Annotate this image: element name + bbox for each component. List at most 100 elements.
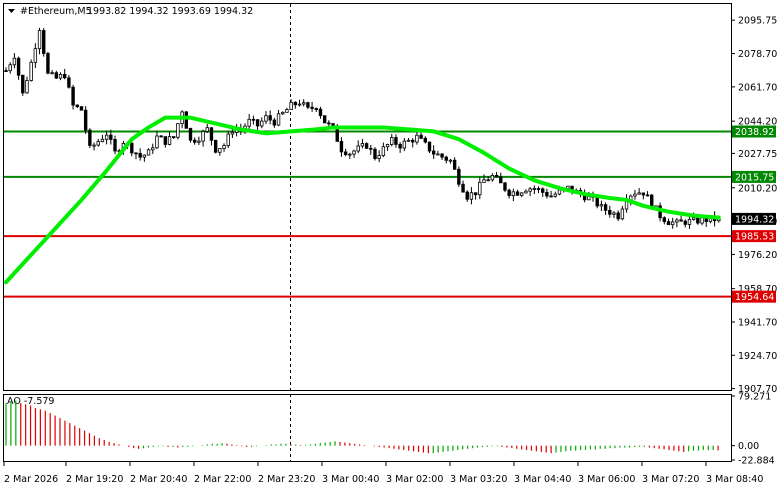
candle-body xyxy=(146,149,151,156)
candle-body xyxy=(608,210,612,215)
candle-body xyxy=(226,133,230,146)
ao-tick-label: 79.271 xyxy=(738,392,771,403)
candle-body xyxy=(448,159,453,162)
candle-body xyxy=(369,147,373,150)
candle-body xyxy=(536,188,541,190)
candle-body xyxy=(633,193,637,197)
resistance-level-tag xyxy=(732,125,776,138)
candle-body xyxy=(167,136,172,145)
candle-body xyxy=(209,127,214,141)
candle-body xyxy=(29,61,33,81)
resistance-level-tag xyxy=(732,170,776,183)
candle-body xyxy=(8,64,12,72)
candle-body xyxy=(499,176,503,184)
time-tick-label: 2 Mar 23:20 xyxy=(258,474,315,485)
candle-body xyxy=(306,102,310,108)
candle-body xyxy=(541,188,545,193)
candle-body xyxy=(151,147,155,151)
candle-body xyxy=(444,156,448,161)
support-level-tag-label: 1985.53 xyxy=(735,232,774,243)
price-tags: 2038.92 2015.75 1985.53 1954.64 1994.32 xyxy=(732,125,776,303)
candle-body xyxy=(373,148,377,159)
price-axis: 2095.75 2078.70 2061.70 2044.20 2027.75 2010.… xyxy=(731,16,777,395)
candle-body xyxy=(54,72,59,79)
ao-histogram xyxy=(5,400,719,454)
dropdown-triangle-icon[interactable] xyxy=(8,9,15,13)
candle-body xyxy=(138,152,142,158)
candle-body xyxy=(343,151,348,156)
candle-body xyxy=(440,153,444,158)
price-tick-label: 2027.75 xyxy=(738,149,777,160)
candle-body xyxy=(71,86,75,106)
candle-body xyxy=(691,217,696,220)
candle-body xyxy=(520,192,524,196)
candle-body xyxy=(411,139,415,143)
candle-body xyxy=(37,30,42,50)
candle-body xyxy=(302,102,306,105)
candle-body xyxy=(490,175,495,181)
time-tick-label: 3 Mar 02:00 xyxy=(386,474,443,485)
ohlc-readout: 1993.82 1994.32 1993.69 1994.32 xyxy=(87,6,253,17)
candle-body xyxy=(33,48,38,63)
time-axis: 2 Mar 2026 2 Mar 19:20 2 Mar 20:40 2 Mar 22… xyxy=(3,462,763,485)
candle-body xyxy=(260,120,264,127)
time-tick-label: 3 Mar 07:20 xyxy=(642,474,699,485)
candle-body xyxy=(264,115,268,122)
candle-body xyxy=(419,134,423,139)
candle-body xyxy=(201,131,205,142)
candle-body xyxy=(679,219,683,222)
candle-body xyxy=(251,118,256,121)
candle-body xyxy=(360,143,365,147)
candle-body xyxy=(482,179,486,183)
candle-body xyxy=(222,145,226,149)
candle-body xyxy=(364,143,369,149)
candle-body xyxy=(423,137,427,143)
candle-body xyxy=(50,72,54,75)
candle-body xyxy=(247,118,251,127)
candle-body xyxy=(427,141,432,152)
candle-body xyxy=(46,53,50,74)
candle-body xyxy=(515,191,520,196)
candle-body xyxy=(545,191,549,197)
candle-body xyxy=(268,115,272,121)
candle-body xyxy=(67,77,71,88)
candle-body xyxy=(612,212,616,215)
candle-body xyxy=(348,153,352,156)
candle-body xyxy=(83,109,88,131)
candle-body xyxy=(461,183,465,193)
candle-body xyxy=(486,179,490,182)
ao-label: AO -7.579 xyxy=(7,396,54,407)
candle-body xyxy=(478,181,482,196)
ao-plot-frame xyxy=(3,394,732,462)
main-plot-frame xyxy=(3,3,732,391)
candle-body xyxy=(92,144,96,147)
candle-body xyxy=(213,139,218,153)
candle-body xyxy=(620,208,625,220)
candle-body xyxy=(322,115,327,124)
candle-body xyxy=(159,135,163,138)
candle-body xyxy=(134,152,138,155)
time-tick-label: 3 Mar 06:00 xyxy=(578,474,635,485)
candle-body xyxy=(130,142,134,154)
candle-body xyxy=(42,30,46,54)
candle-body xyxy=(327,122,331,125)
candle-body xyxy=(431,150,436,155)
candle-body xyxy=(415,134,419,143)
time-tick-label: 2 Mar 2026 xyxy=(4,474,58,485)
candle-body xyxy=(641,192,646,196)
candle-body xyxy=(75,104,79,108)
candle-body xyxy=(142,154,147,158)
candle-body xyxy=(100,138,105,142)
price-tick-label: 1976.20 xyxy=(738,250,777,261)
candle-body xyxy=(553,193,557,197)
candle-body xyxy=(469,192,474,200)
ao-axis: 79.271 0.00 -22.884 xyxy=(731,392,775,467)
candle-body xyxy=(390,137,394,145)
candle-body xyxy=(21,74,25,94)
candle-body xyxy=(532,188,537,190)
candle-body xyxy=(402,140,407,149)
price-tick-label: 1907.70 xyxy=(738,384,777,395)
candle-body xyxy=(109,134,113,140)
candle-body xyxy=(381,146,386,156)
